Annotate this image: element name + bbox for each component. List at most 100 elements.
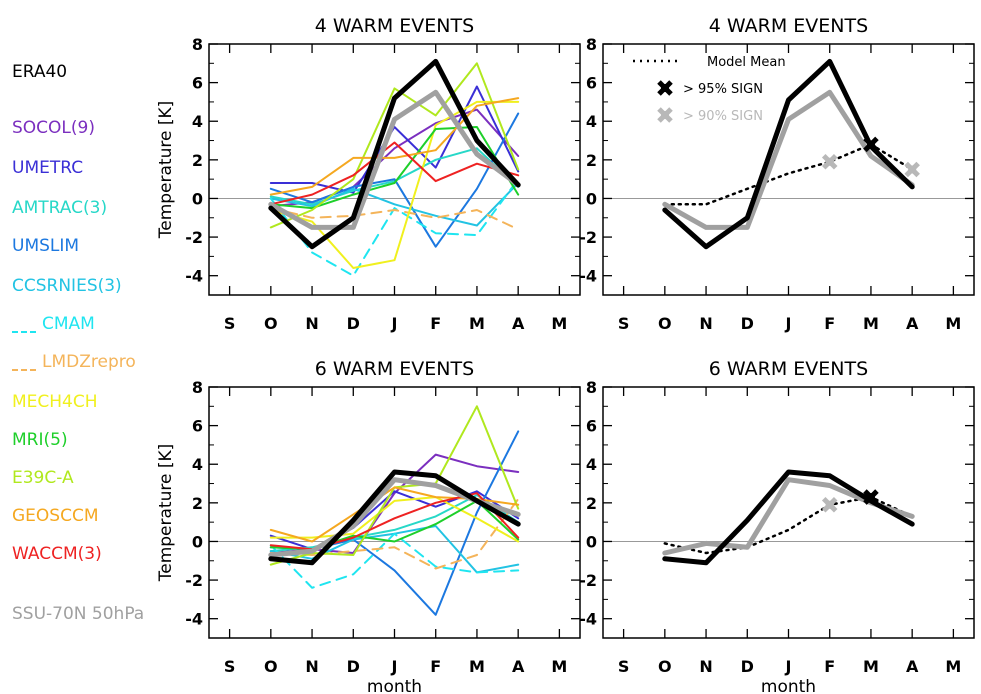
plot-frame	[602, 386, 975, 639]
legend-item-ssu-70n-50hpa: SSU-70N 50hPa	[12, 604, 145, 624]
significance-marker-core	[908, 165, 917, 174]
x-tick-label: S	[618, 314, 630, 333]
series-line-era40	[268, 58, 521, 250]
y-tick-label: 4	[192, 455, 203, 474]
series-line-era40	[268, 469, 521, 566]
y-tick-label: -4	[185, 610, 203, 629]
legend-item-ccsrnies-3: CCSRNIES(3)	[12, 276, 122, 296]
legend-item-umetrc: UMETRC	[12, 158, 84, 178]
x-tick-label: D	[347, 657, 360, 676]
x-tick-label: M	[551, 657, 567, 676]
y-tick-label: 8	[192, 378, 203, 397]
x-tick-label: D	[347, 314, 360, 333]
series-line-cmam	[269, 178, 520, 277]
series-line-mech4ch	[269, 496, 520, 543]
x-tick-label: N	[699, 314, 712, 333]
y-tick-label: 2	[192, 494, 203, 513]
y-tick-label: 8	[192, 35, 203, 54]
x-tick-label: N	[699, 657, 712, 676]
legend-item-e39c-a: E39C-A	[12, 468, 74, 488]
x-tick-label: M	[469, 657, 485, 676]
y-axis-title: Temperature [K]	[156, 444, 176, 583]
series-line-umslim	[269, 112, 520, 248]
y-tick-label: 6	[192, 417, 203, 436]
x-tick-label: N	[305, 657, 318, 676]
x-tick-label: M	[945, 657, 961, 676]
x-tick-label: J	[391, 314, 398, 333]
significance-marker-core	[825, 157, 834, 166]
x-tick-label: N	[305, 314, 318, 333]
series-line-lmdzrepro	[269, 498, 520, 570]
y-tick-label: 6	[586, 417, 597, 436]
x-tick-label: J	[785, 314, 792, 333]
series-line-mri-5	[269, 126, 520, 210]
x-tick-label: O	[264, 657, 278, 676]
x-tick-label: D	[741, 657, 754, 676]
legend-item-geosccm: GEOSCCM	[12, 506, 99, 526]
panel-title: 4 WARM EVENTS	[709, 15, 868, 37]
inset-legend-marker-core	[661, 84, 669, 92]
legend-item-cmam: CMAM	[42, 314, 95, 334]
y-tick-label: 8	[586, 378, 597, 397]
x-tick-label: S	[224, 314, 236, 333]
series-line-lmdzrepro	[269, 207, 520, 231]
y-tick-label: -2	[579, 571, 597, 590]
plot-frame	[602, 43, 975, 296]
series-line-waccm-3	[269, 141, 520, 206]
y-tick-label: 6	[192, 74, 203, 93]
x-tick-label: M	[863, 657, 879, 676]
inset-legend-label: > 95% SIGN	[683, 82, 763, 97]
x-axis-title: month	[761, 677, 816, 694]
significance-marker-core	[866, 140, 875, 149]
y-tick-label: -4	[579, 267, 597, 286]
x-tick-label: F	[824, 314, 835, 333]
x-tick-label: D	[741, 314, 754, 333]
inset-legend-label: > 90% SIGN	[683, 109, 763, 124]
y-tick-label: -2	[579, 228, 597, 247]
x-tick-label: M	[551, 314, 567, 333]
x-tick-label: F	[824, 657, 835, 676]
legend-item-mri-5: MRI(5)	[12, 430, 68, 450]
y-tick-label: -2	[185, 228, 203, 247]
significance-marker-core	[866, 493, 875, 502]
y-tick-label: 2	[586, 494, 597, 513]
x-axis-title: month	[367, 677, 422, 694]
y-tick-label: -2	[185, 571, 203, 590]
x-tick-label: M	[945, 314, 961, 333]
inset-legend-label: Model Mean	[707, 55, 786, 70]
y-tick-label: 2	[192, 151, 203, 170]
x-tick-label: J	[391, 657, 398, 676]
y-tick-label: 4	[192, 112, 203, 131]
series-line-mech4ch	[269, 100, 520, 269]
y-tick-label: 0	[586, 189, 597, 208]
x-tick-label: J	[785, 657, 792, 676]
legend-item-umslim: UMSLIM	[12, 236, 80, 256]
x-tick-label: M	[469, 314, 485, 333]
inset-legend-marker-core	[661, 111, 669, 119]
x-tick-label: A	[512, 657, 525, 676]
panel-title: 6 WARM EVENTS	[709, 358, 868, 380]
series-line-geosccm	[269, 97, 520, 196]
series-line-umslim	[269, 430, 520, 616]
significance-marker-core	[825, 500, 834, 509]
legend-item-waccm-3: WACCM(3)	[12, 544, 102, 564]
series-line-cmam	[269, 532, 520, 589]
panel-title: 4 WARM EVENTS	[315, 15, 474, 37]
series-line-amtrac-3	[269, 494, 520, 553]
x-tick-label: M	[863, 314, 879, 333]
y-tick-label: 2	[586, 151, 597, 170]
x-tick-label: A	[906, 657, 919, 676]
series-line-ssu-70n-50hpa	[662, 89, 915, 230]
legend-item-lmdzrepro: LMDZrepro	[42, 352, 136, 372]
series-line-era40	[662, 469, 915, 566]
y-tick-label: 4	[586, 112, 597, 131]
legend-dash-sample	[12, 369, 36, 371]
y-tick-label: -4	[185, 267, 203, 286]
x-tick-label: F	[430, 657, 441, 676]
x-tick-label: S	[618, 657, 630, 676]
series-line-e39c-a	[269, 62, 520, 229]
legend-item-socol-9: SOCOL(9)	[12, 118, 95, 138]
y-tick-label: 6	[586, 74, 597, 93]
y-axis-title: Temperature [K]	[156, 101, 176, 240]
panel-title: 6 WARM EVENTS	[315, 358, 474, 380]
